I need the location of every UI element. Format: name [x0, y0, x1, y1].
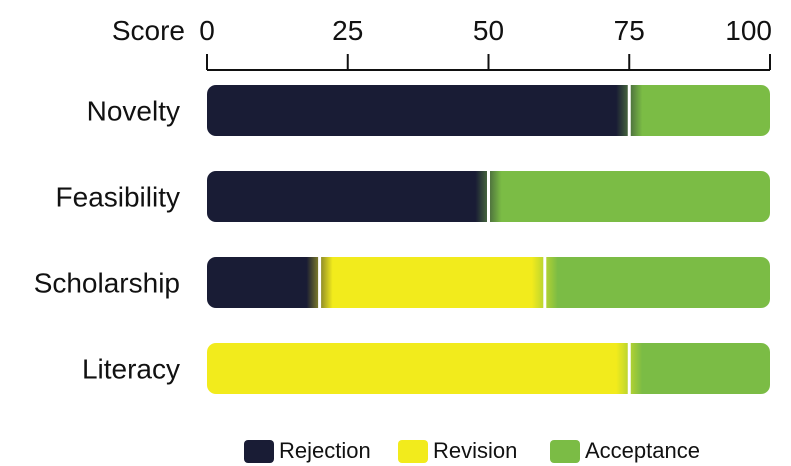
x-axis-label: Score: [112, 15, 185, 46]
x-tick-label: 75: [614, 15, 645, 46]
legend: Rejection Revision Acceptance: [0, 436, 791, 466]
legend-label-revision: Revision: [433, 438, 518, 463]
bar-segment-rejection: [207, 85, 629, 136]
bar-segment-acceptance: [489, 171, 771, 222]
category-labels: Novelty Feasibility Scholarship Literacy: [34, 96, 180, 385]
legend-label-rejection: Rejection: [279, 438, 371, 463]
bar-segment-rejection: [207, 171, 489, 222]
bar-background: [207, 257, 770, 308]
category-label: Novelty: [87, 96, 180, 127]
x-tick-label: 25: [332, 15, 363, 46]
bar-row: [207, 257, 770, 308]
bar-segment-rejection: [207, 257, 320, 308]
x-axis: 0 25 50 75 100: [199, 15, 772, 71]
bar-segment-acceptance: [545, 257, 770, 308]
category-label: Scholarship: [34, 268, 180, 299]
bar-segment-acceptance: [629, 343, 770, 394]
category-label: Literacy: [82, 354, 180, 385]
bar-row: [207, 343, 770, 394]
bar-segment-revision: [320, 257, 545, 308]
bar-segment-acceptance: [629, 85, 770, 136]
legend-swatch-acceptance: [550, 439, 580, 463]
bar-row: [207, 85, 770, 136]
legend-label-acceptance: Acceptance: [585, 438, 700, 463]
x-tick-label: 50: [473, 15, 504, 46]
bar-segment-revision: [207, 343, 629, 394]
bar-row: [207, 171, 770, 222]
category-label: Feasibility: [56, 182, 180, 213]
legend-swatch-rejection: [244, 439, 274, 463]
legend-item-acceptance: Acceptance: [550, 436, 700, 466]
legend-item-rejection: Rejection: [244, 436, 371, 466]
bars: [207, 85, 770, 394]
x-tick-label: 100: [725, 15, 772, 46]
legend-item-revision: Revision: [398, 436, 517, 466]
x-tick-label: 0: [199, 15, 215, 46]
legend-swatch-revision: [398, 439, 428, 463]
